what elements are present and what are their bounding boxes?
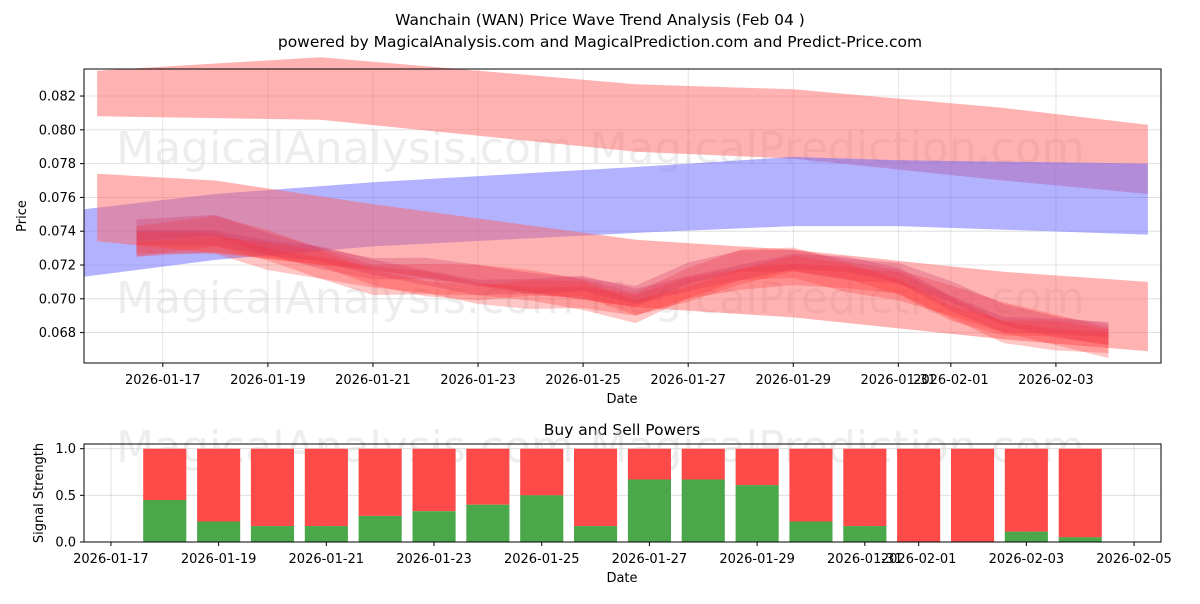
buy-bar bbox=[412, 511, 456, 542]
signal-x-tick-label: 2026-01-17 bbox=[73, 552, 149, 567]
buy-bar bbox=[197, 521, 241, 542]
price-y-tick-label: 0.078 bbox=[39, 157, 76, 172]
signal-y-label: Signal Strength bbox=[32, 443, 47, 543]
trend-band-2 bbox=[97, 173, 1148, 352]
buy-bar bbox=[466, 504, 510, 542]
sell-bar bbox=[789, 448, 833, 522]
signal-y-tick-label: 0.0 bbox=[55, 536, 76, 551]
sell-bar bbox=[143, 448, 187, 500]
buy-bar bbox=[789, 521, 833, 542]
sell-bar bbox=[358, 448, 402, 516]
sell-bar bbox=[412, 448, 456, 512]
signal-x-tick-label: 2026-01-19 bbox=[181, 552, 257, 567]
signal-x-tick-label: 2026-01-25 bbox=[504, 552, 580, 567]
signal-x-tick-label: 2026-01-23 bbox=[396, 552, 472, 567]
buy-bar bbox=[627, 479, 671, 542]
signal-y-tick-label: 1.0 bbox=[55, 442, 76, 457]
price-x-label: Date bbox=[606, 392, 637, 407]
chart-title: Wanchain (WAN) Price Wave Trend Analysis… bbox=[395, 11, 805, 29]
buy-bar bbox=[843, 526, 887, 542]
buy-bar bbox=[574, 526, 618, 542]
buy-bar bbox=[681, 479, 725, 542]
price-x-tick-label: 2026-01-25 bbox=[545, 373, 621, 388]
signal-x-tick-label: 2026-02-05 bbox=[1096, 552, 1172, 567]
signal-title: Buy and Sell Powers bbox=[544, 421, 701, 439]
sell-bar bbox=[735, 448, 779, 486]
signal-plot: Buy and Sell Powers MagicalAnalysis.com … bbox=[32, 421, 1172, 586]
sell-bar bbox=[574, 448, 618, 527]
sell-bar bbox=[897, 448, 941, 542]
price-x-tick-label: 2026-01-29 bbox=[755, 373, 831, 388]
sell-bar bbox=[466, 448, 510, 505]
price-waves bbox=[136, 214, 1109, 359]
sell-bar bbox=[1058, 448, 1102, 538]
price-plot: MagicalAnalysis.com MagicalPrediction.co… bbox=[15, 57, 1162, 407]
signal-x-tick-label: 2026-01-29 bbox=[719, 552, 795, 567]
price-wave-layer bbox=[136, 215, 1109, 359]
price-x-tick-label: 2026-02-01 bbox=[913, 373, 989, 388]
buy-bar bbox=[1058, 537, 1102, 542]
sell-bar bbox=[520, 448, 564, 496]
sell-bar bbox=[304, 448, 348, 527]
price-wave-layer bbox=[136, 214, 1109, 345]
price-x-ticks: 2026-01-17 2026-01-19 2026-01-21 2026-01-23… bbox=[125, 363, 1094, 388]
sell-bar bbox=[843, 448, 887, 527]
signal-bars bbox=[143, 448, 1102, 542]
price-x-tick-label: 2026-01-23 bbox=[440, 373, 516, 388]
price-x-tick-label: 2026-01-17 bbox=[125, 373, 201, 388]
price-plot-frame bbox=[83, 68, 1162, 364]
signal-y-tick-label: 0.5 bbox=[55, 489, 76, 504]
buy-bar bbox=[250, 526, 294, 542]
signal-y-ticks: 0.0 0.5 1.0 bbox=[55, 442, 84, 551]
price-x-tick-label: 2026-01-31 bbox=[861, 373, 937, 388]
sell-bar bbox=[197, 448, 241, 522]
sell-bar bbox=[1004, 448, 1048, 532]
price-y-label: Price bbox=[15, 200, 30, 232]
signal-x-tick-label: 2026-02-01 bbox=[881, 552, 957, 567]
watermark-prediction-3: MagicalPrediction.com bbox=[590, 422, 1085, 473]
sell-bar bbox=[250, 448, 294, 527]
price-y-ticks: 0.068 0.070 0.072 0.074 0.076 0.078 0.080 0.082 bbox=[39, 90, 84, 341]
price-y-tick-label: 0.072 bbox=[39, 259, 76, 274]
signal-x-tick-label: 2026-01-21 bbox=[289, 552, 365, 567]
price-wave-layer bbox=[136, 236, 1109, 345]
buy-bar bbox=[304, 526, 348, 542]
price-x-tick-label: 2026-01-19 bbox=[230, 373, 306, 388]
buy-bar bbox=[735, 485, 779, 542]
trend-bands bbox=[84, 57, 1148, 352]
price-y-tick-label: 0.082 bbox=[39, 90, 76, 105]
price-y-tick-label: 0.070 bbox=[39, 292, 76, 307]
price-x-tick-label: 2026-01-21 bbox=[335, 373, 411, 388]
buy-bar bbox=[520, 495, 564, 542]
price-wave-layer bbox=[136, 231, 1109, 353]
buy-bar bbox=[143, 500, 187, 542]
buy-bar bbox=[1004, 531, 1048, 542]
signal-x-label: Date bbox=[606, 571, 637, 586]
sell-bar bbox=[951, 448, 995, 542]
price-wave-layer bbox=[136, 229, 1109, 338]
signal-x-tick-label: 2026-01-31 bbox=[827, 552, 903, 567]
sell-bar bbox=[681, 448, 725, 480]
price-y-tick-label: 0.074 bbox=[39, 225, 76, 240]
signal-x-ticks: 2026-01-17 2026-01-19 2026-01-21 2026-01-23… bbox=[73, 542, 1172, 567]
price-x-tick-label: 2026-01-27 bbox=[650, 373, 726, 388]
price-y-tick-label: 0.076 bbox=[39, 191, 76, 206]
chart-subtitle: powered by MagicalAnalysis.com and Magic… bbox=[278, 33, 922, 51]
price-y-tick-label: 0.080 bbox=[39, 123, 76, 138]
signal-plot-frame bbox=[83, 443, 1162, 543]
price-y-tick-label: 0.068 bbox=[39, 326, 76, 341]
signal-x-tick-label: 2026-01-27 bbox=[612, 552, 688, 567]
signal-x-tick-label: 2026-02-03 bbox=[989, 552, 1065, 567]
sell-bar bbox=[627, 448, 671, 480]
buy-bar bbox=[358, 515, 402, 542]
price-x-tick-label: 2026-02-03 bbox=[1018, 373, 1094, 388]
